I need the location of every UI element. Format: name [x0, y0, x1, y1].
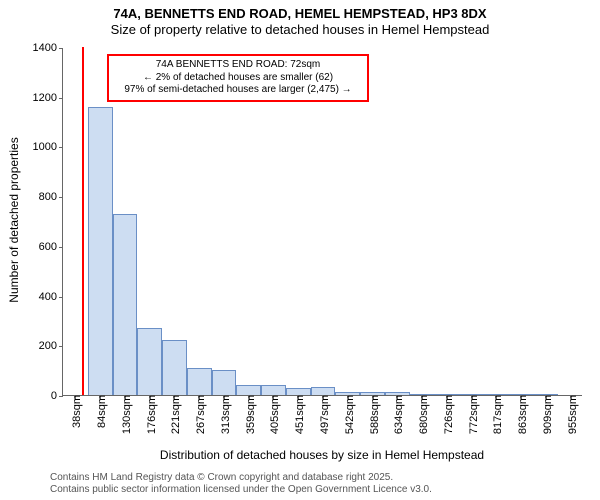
- histogram-bar: [311, 387, 336, 395]
- y-tick-mark: [59, 247, 63, 248]
- x-tick-label: 38sqm: [67, 395, 83, 428]
- histogram-bar: [113, 214, 138, 395]
- annotation-box: 74A BENNETTS END ROAD: 72sqm ← 2% of det…: [107, 54, 369, 102]
- footer-line1: Contains HM Land Registry data © Crown c…: [50, 472, 432, 484]
- y-axis-label: Number of detached properties: [7, 120, 21, 320]
- chart-title-line1: 74A, BENNETTS END ROAD, HEMEL HEMPSTEAD,…: [0, 0, 600, 22]
- x-tick-label: 680sqm: [414, 395, 430, 434]
- x-tick-label: 863sqm: [513, 395, 529, 434]
- chart-container: 74A, BENNETTS END ROAD, HEMEL HEMPSTEAD,…: [0, 0, 600, 500]
- x-tick-label: 909sqm: [538, 395, 554, 434]
- x-tick-label: 221sqm: [166, 395, 182, 434]
- y-tick-mark: [59, 297, 63, 298]
- footer-line2: Contains public sector information licen…: [50, 484, 432, 496]
- x-tick-label: 359sqm: [241, 395, 257, 434]
- x-tick-label: 451sqm: [290, 395, 306, 434]
- x-tick-label: 817sqm: [488, 395, 504, 434]
- histogram-bar: [286, 388, 311, 395]
- x-tick-label: 542sqm: [340, 395, 356, 434]
- x-tick-label: 726sqm: [439, 395, 455, 434]
- x-tick-label: 405sqm: [265, 395, 281, 434]
- histogram-bar: [88, 107, 113, 395]
- annotation-line2: ← 2% of detached houses are smaller (62): [115, 72, 361, 85]
- x-tick-label: 176sqm: [142, 395, 158, 434]
- x-tick-label: 955sqm: [563, 395, 579, 434]
- footer: Contains HM Land Registry data © Crown c…: [50, 472, 432, 496]
- x-tick-label: 634sqm: [389, 395, 405, 434]
- x-tick-label: 497sqm: [315, 395, 331, 434]
- histogram-bar: [162, 340, 187, 395]
- y-tick-mark: [59, 346, 63, 347]
- y-tick-mark: [59, 147, 63, 148]
- chart-title-line2: Size of property relative to detached ho…: [0, 22, 600, 38]
- annotation-line3: 97% of semi-detached houses are larger (…: [115, 84, 361, 97]
- y-tick-mark: [59, 396, 63, 397]
- x-tick-label: 267sqm: [191, 395, 207, 434]
- histogram-bar: [137, 328, 162, 395]
- plot-area: 74A BENNETTS END ROAD: 72sqm ← 2% of det…: [62, 48, 582, 396]
- x-tick-label: 313sqm: [216, 395, 232, 434]
- histogram-bar: [187, 368, 212, 395]
- x-tick-label: 772sqm: [464, 395, 480, 434]
- x-tick-label: 130sqm: [117, 395, 133, 434]
- x-tick-label: 588sqm: [365, 395, 381, 434]
- histogram-bar: [236, 385, 261, 395]
- annotation-line1: 74A BENNETTS END ROAD: 72sqm: [115, 59, 361, 72]
- y-tick-mark: [59, 98, 63, 99]
- x-tick-label: 84sqm: [92, 395, 108, 428]
- histogram-bar: [212, 370, 237, 395]
- reference-line: [82, 47, 84, 395]
- x-axis-label: Distribution of detached houses by size …: [62, 448, 582, 462]
- histogram-bar: [261, 385, 286, 395]
- y-tick-mark: [59, 197, 63, 198]
- y-tick-mark: [59, 48, 63, 49]
